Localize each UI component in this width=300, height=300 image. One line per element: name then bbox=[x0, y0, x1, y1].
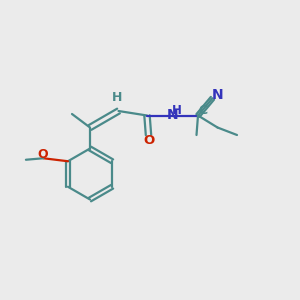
Text: H: H bbox=[112, 92, 122, 104]
Text: O: O bbox=[144, 134, 155, 148]
Text: C: C bbox=[198, 103, 207, 117]
Text: N: N bbox=[167, 108, 178, 122]
Text: N: N bbox=[212, 88, 224, 102]
Text: O: O bbox=[38, 148, 48, 160]
Text: H: H bbox=[172, 103, 181, 117]
